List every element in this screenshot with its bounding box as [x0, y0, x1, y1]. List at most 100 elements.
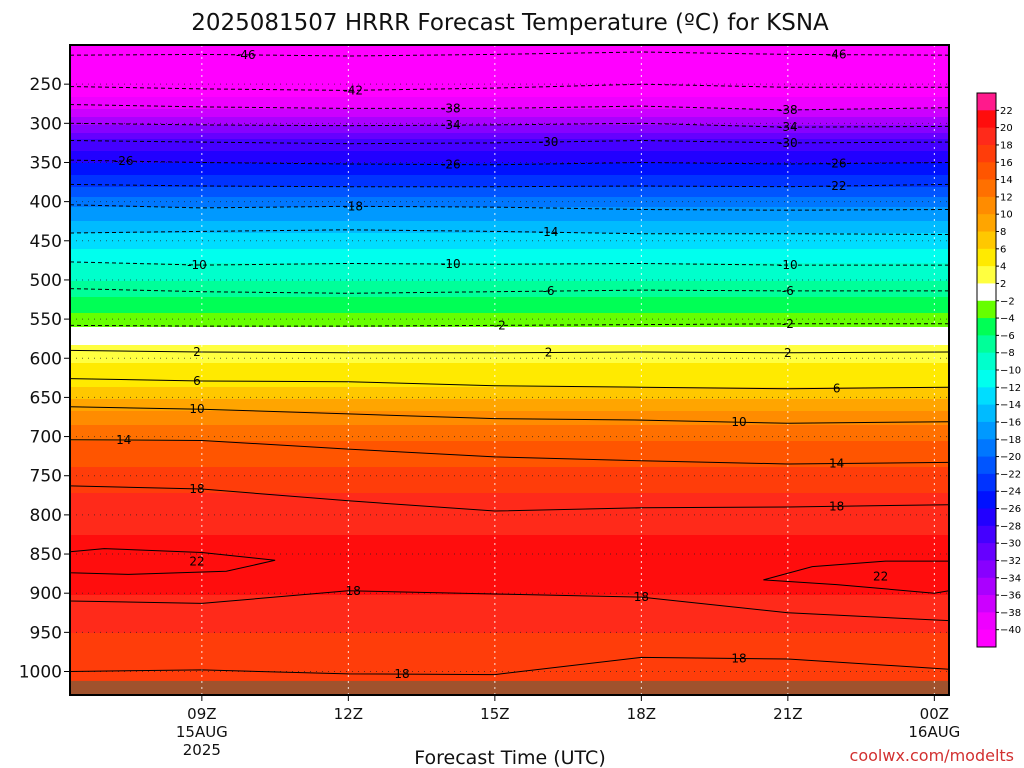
temperature-band: [70, 357, 949, 360]
isotherm-label: -10: [778, 258, 798, 272]
temperature-band: [70, 635, 949, 638]
temperature-band: [70, 249, 949, 252]
colorbar-swatch: [977, 629, 996, 648]
temperature-band: [70, 611, 949, 614]
temperature-band: [70, 281, 949, 284]
isotherm-label: 18: [829, 499, 844, 513]
temperature-band: [70, 77, 949, 80]
temperature-band: [70, 121, 949, 124]
temperature-band: [70, 469, 949, 472]
temperature-band: [70, 663, 949, 666]
temperature-band: [70, 649, 949, 652]
temperature-band: [70, 73, 949, 76]
colorbar-swatch: [977, 456, 996, 475]
temperature-band: [70, 139, 949, 142]
temperature-band: [70, 561, 949, 564]
temperature-band: [70, 259, 949, 262]
y-tick-label: 1000: [19, 663, 62, 683]
isotherm-label: -2: [782, 317, 794, 331]
x-tick-year: 2025: [183, 741, 221, 759]
temperature-band: [70, 271, 949, 274]
temperature-band: [70, 319, 949, 322]
isotherm-label: 14: [116, 433, 131, 447]
temperature-band: [70, 463, 949, 466]
temperature-band: [70, 501, 949, 504]
temperature-band: [70, 345, 949, 348]
x-axis-label: Forecast Time (UTC): [414, 747, 605, 768]
temperature-band: [70, 543, 949, 546]
temperature-band: [70, 59, 949, 62]
isotherm-label: -22: [827, 179, 847, 193]
temperature-band: [70, 217, 949, 220]
temperature-band: [70, 657, 949, 660]
isotherm-label: 18: [346, 584, 361, 598]
y-tick-label: 900: [30, 584, 62, 604]
temperature-band: [70, 47, 949, 50]
temperature-band: [70, 333, 949, 336]
temperature-band: [70, 549, 949, 552]
temperature-band: [70, 365, 949, 368]
temperature-band: [70, 471, 949, 474]
temperature-band: [70, 143, 949, 146]
isotherm-label: 2: [193, 345, 201, 359]
temperature-band: [70, 115, 949, 118]
isotherm-label: 18: [634, 590, 649, 604]
temperature-band: [70, 557, 949, 560]
y-tick-label: 650: [30, 388, 62, 408]
colorbar-swatch: [977, 231, 996, 250]
temperature-band: [70, 325, 949, 328]
temperature-band: [70, 209, 949, 212]
temperature-band: [70, 51, 949, 54]
y-tick-label: 750: [30, 467, 62, 487]
colorbar-swatch: [977, 300, 996, 319]
temperature-band: [70, 111, 949, 114]
isotherm-line: [70, 204, 949, 211]
isotherm-line: [70, 183, 949, 188]
temperature-band: [70, 99, 949, 102]
colorbar-label: −22: [1000, 469, 1021, 480]
temperature-band: [70, 123, 949, 126]
temperature-band: [70, 279, 949, 282]
temperature-band: [70, 535, 949, 538]
colorbar-swatch: [977, 214, 996, 232]
colorbar-label: 16: [1000, 158, 1013, 169]
temperature-band: [70, 149, 949, 152]
colorbar-label: −32: [1000, 556, 1021, 567]
temperature-band: [70, 567, 949, 570]
temperature-band: [70, 679, 949, 682]
temperature-band: [70, 187, 949, 190]
temperature-band: [70, 669, 949, 672]
temperature-band: [70, 375, 949, 378]
temperature-band: [70, 277, 949, 280]
temperature-fill: [70, 45, 949, 695]
isotherm-label: -30: [778, 136, 798, 150]
temperature-band: [70, 275, 949, 278]
temperature-band: [70, 273, 949, 276]
colorbar-label: −30: [1000, 539, 1021, 550]
temperature-band: [70, 63, 949, 66]
isotherm-label: -26: [441, 158, 461, 172]
temperature-band: [70, 371, 949, 374]
temperature-band: [70, 551, 949, 554]
temperature-band: [70, 201, 949, 204]
temperature-band: [70, 667, 949, 670]
temperature-band: [70, 539, 949, 542]
temperature-band: [70, 571, 949, 574]
credit-text: coolwx.com/modelts: [850, 746, 1014, 765]
temperature-band: [70, 147, 949, 150]
y-tick-label: 250: [30, 75, 62, 95]
isotherm-line: [70, 590, 949, 622]
y-tick-label: 800: [30, 506, 62, 526]
temperature-band: [70, 367, 949, 370]
isotherm-line: [70, 485, 949, 512]
x-tick-label: 18Z: [627, 705, 656, 723]
temperature-band: [70, 435, 949, 438]
temperature-band: [70, 423, 949, 426]
temperature-band: [70, 559, 949, 562]
temperature-band: [70, 141, 949, 144]
temperature-band: [70, 133, 949, 136]
temperature-band: [70, 105, 949, 108]
temperature-band: [70, 347, 949, 350]
y-tick-label: 550: [30, 310, 62, 330]
colorbar-label: −40: [1000, 625, 1021, 636]
